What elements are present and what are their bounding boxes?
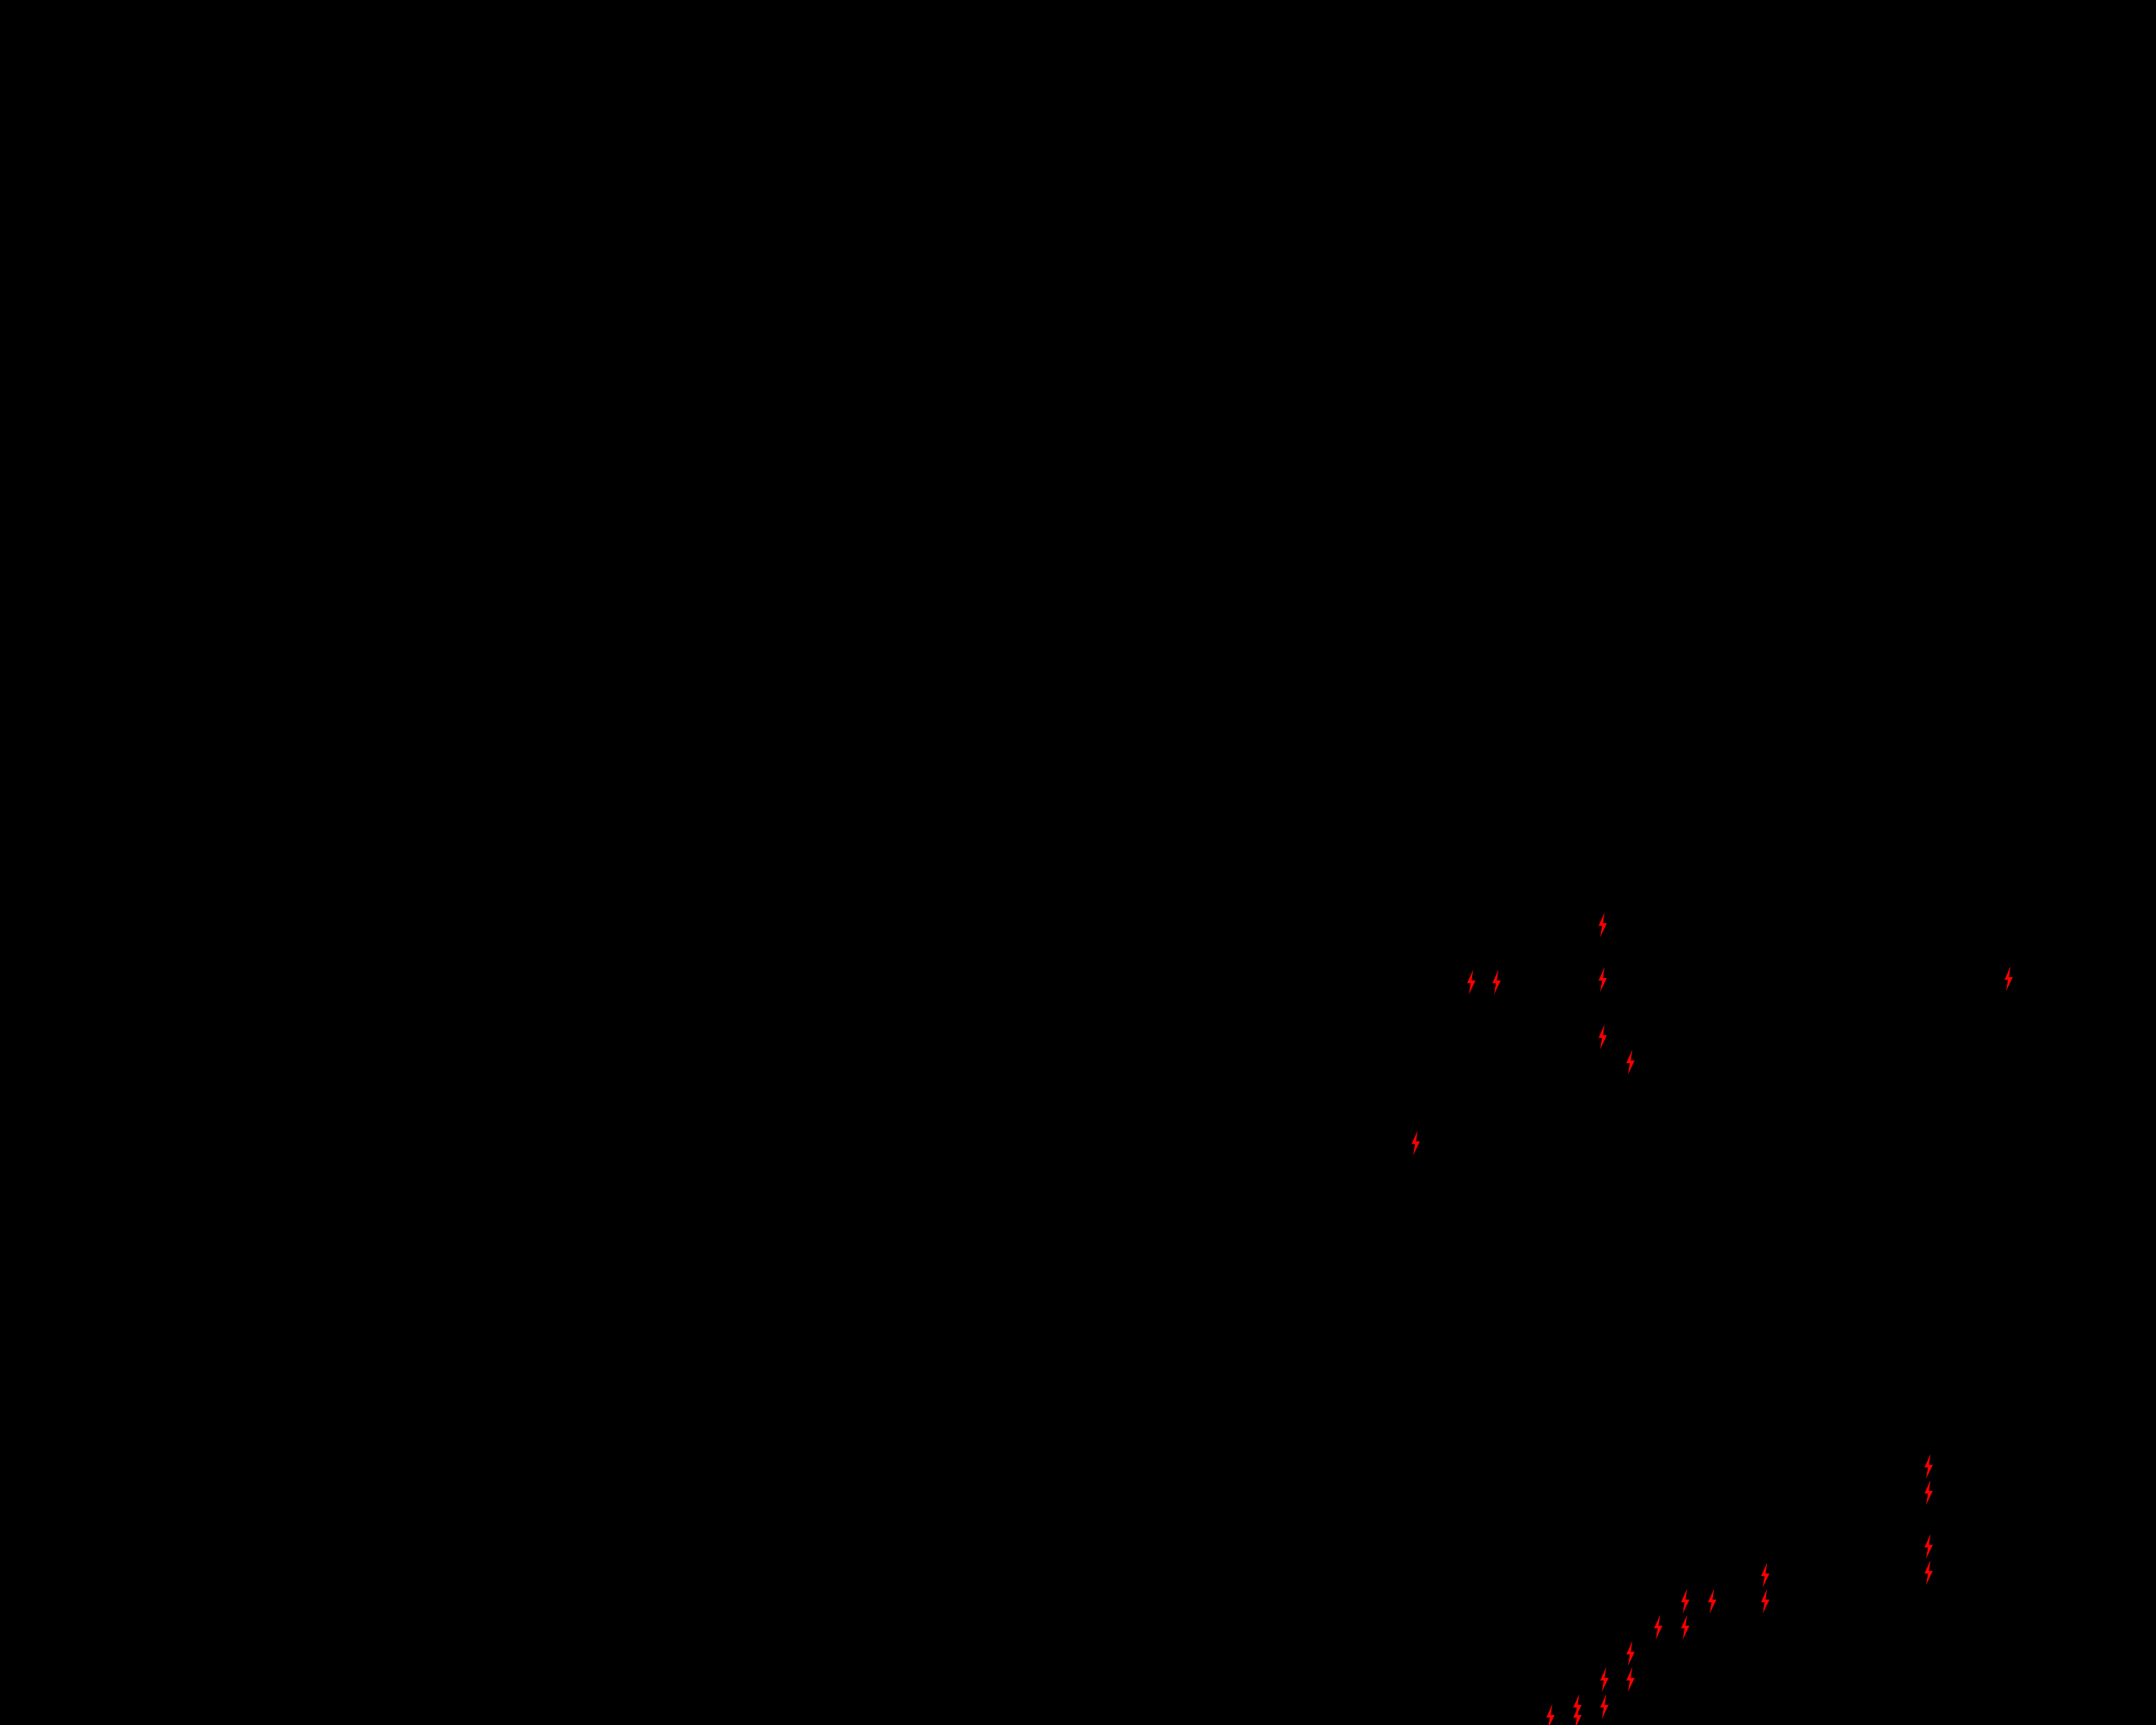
lightning-bolt-icon[interactable] xyxy=(1758,1562,1774,1589)
lightning-bolt-icon[interactable] xyxy=(2001,966,2017,992)
lightning-bolt-icon[interactable] xyxy=(1408,1130,1424,1156)
lightning-bolt-icon[interactable] xyxy=(1678,1615,1694,1641)
lightning-bolt-icon[interactable] xyxy=(1921,1534,1937,1560)
lightning-bolt-icon[interactable] xyxy=(1705,1589,1721,1615)
lightning-bolt-icon[interactable] xyxy=(1595,967,1611,993)
lightning-bolt-icon[interactable] xyxy=(1543,1704,1559,1725)
lightning-bolt-icon[interactable] xyxy=(1464,969,1480,996)
lightning-bolt-icon[interactable] xyxy=(1570,1694,1586,1720)
lightning-bolt-icon[interactable] xyxy=(1921,1454,1937,1480)
lightning-bolt-icon[interactable] xyxy=(1623,1049,1639,1076)
lightning-bolt-icon[interactable] xyxy=(1623,1667,1639,1693)
lightning-bolt-icon[interactable] xyxy=(1489,969,1505,996)
lightning-bolt-icon[interactable] xyxy=(1678,1589,1694,1615)
lightning-bolt-icon[interactable] xyxy=(1921,1480,1937,1506)
lightning-bolt-icon[interactable] xyxy=(1597,1694,1613,1720)
lightning-bolt-icon[interactable] xyxy=(1595,1024,1611,1050)
lightning-bolt-icon[interactable] xyxy=(1597,1667,1613,1693)
lightning-bolt-icon[interactable] xyxy=(1758,1589,1774,1615)
lightning-bolt-icon[interactable] xyxy=(1570,1704,1586,1725)
lightning-bolt-icon[interactable] xyxy=(1623,1641,1639,1667)
lightning-bolt-icon[interactable] xyxy=(1595,912,1611,938)
lightning-bolt-icon[interactable] xyxy=(1651,1615,1667,1641)
lightning-bolt-icon[interactable] xyxy=(1921,1560,1937,1586)
